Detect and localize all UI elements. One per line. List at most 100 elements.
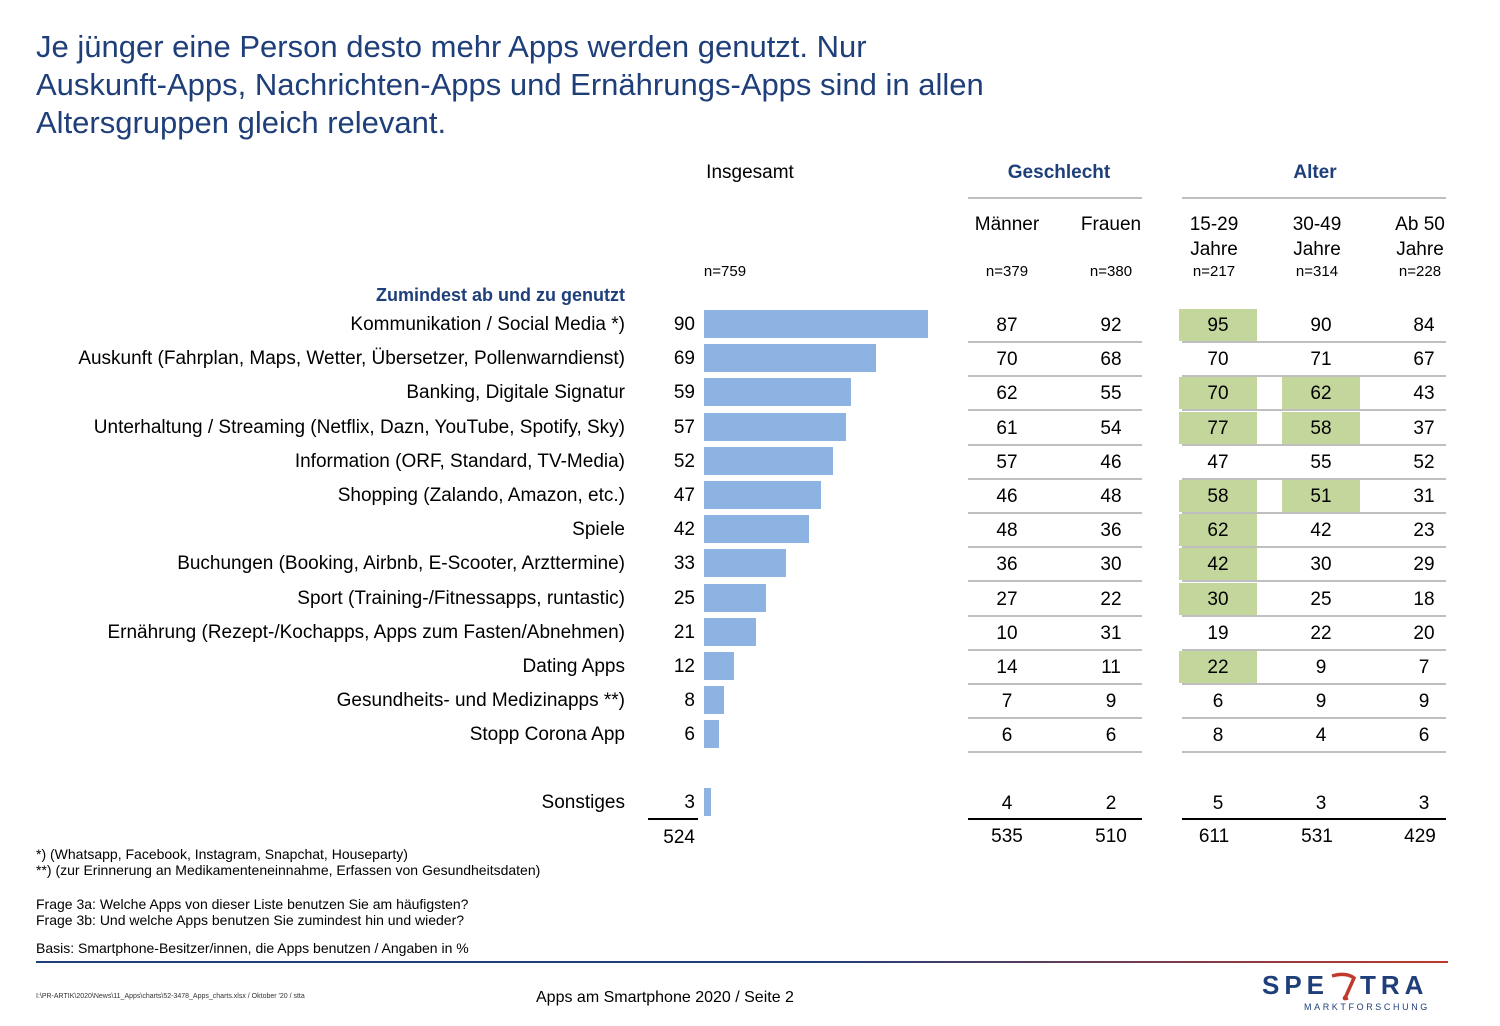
bar-value-label: 21 (673, 621, 695, 643)
cell-age-30-49: 51 (1282, 480, 1360, 512)
cell-women: 11 (1101, 657, 1121, 678)
bar (704, 686, 724, 715)
question-3a: Frage 3a: Welche Apps von dieser Liste b… (36, 896, 469, 912)
row-divider (1182, 648, 1446, 651)
cell-women: 6 (1105, 725, 1117, 747)
row-divider (968, 717, 1142, 720)
n-women: n=380 (1089, 263, 1133, 280)
cell-age-30-49: 62 (1282, 377, 1360, 410)
file-path: I:\PR-ARTIK\2020\News\11_Apps\charts\52-… (36, 993, 305, 1000)
header-women: Frauen (1080, 214, 1142, 235)
row-divider (968, 751, 1142, 754)
cell-age-15-29: 30 (1179, 582, 1257, 615)
cell-age-30-49: 42 (1310, 520, 1332, 542)
row-divider (1182, 717, 1446, 720)
row-divider (968, 580, 1142, 583)
cell-age-50plus: 84 (1413, 315, 1435, 336)
bar-value-label: 57 (673, 416, 695, 438)
cell-age-15-29: 70 (1207, 349, 1229, 371)
bar (704, 344, 876, 373)
cell-age-50plus: 18 (1413, 588, 1435, 610)
cell-men: 14 (996, 657, 1018, 678)
row-label: Buchungen (Booking, Airbnb, E-Scooter, A… (177, 553, 625, 575)
bar (704, 310, 929, 338)
total-women: 510 (1095, 826, 1127, 847)
cell-women: 2 (1105, 793, 1117, 814)
cell-age-50plus: 52 (1413, 451, 1435, 473)
row-label: Ernährung (Rezept-/Kochapps, Apps zum Fa… (107, 621, 625, 643)
bar (704, 652, 734, 680)
bar (704, 788, 712, 816)
bar-value-label: 33 (673, 553, 695, 575)
cell-age-15-29: 58 (1179, 480, 1257, 512)
totals-rule-gender (968, 818, 1142, 820)
bar-value-label: 69 (673, 348, 695, 370)
cell-age-50plus: 29 (1413, 554, 1435, 576)
cell-women: 36 (1100, 520, 1122, 542)
cell-age-15-29: 19 (1207, 622, 1229, 644)
cell-men: 10 (996, 622, 1018, 644)
bar-value-label: 52 (673, 450, 695, 472)
cell-age-30-49: 55 (1310, 451, 1332, 473)
cell-age-15-29: 47 (1207, 451, 1229, 473)
cell-women: 9 (1105, 691, 1117, 713)
header-gender-rule (968, 197, 1142, 199)
row-divider (1182, 751, 1446, 754)
total-age-30-49: 531 (1301, 826, 1333, 847)
bar-value-label: 8 (684, 690, 695, 712)
cell-men: 4 (1001, 793, 1013, 814)
row-label: Gesundheits- und Medizinapps **) (336, 690, 625, 712)
spectra-logo-graphic: SPE TRA MARKTFORSCHUNG (1262, 970, 1427, 1012)
cell-age-50plus: 31 (1413, 486, 1435, 507)
bar (704, 617, 757, 646)
cell-women: 46 (1100, 451, 1122, 473)
bar (704, 549, 787, 578)
row-label: Shopping (Zalando, Amazon, etc.) (337, 485, 625, 506)
cell-age-50plus: 7 (1418, 657, 1430, 678)
cell-men: 87 (996, 315, 1018, 336)
spectra-logo: SPE TRA MARKTFORSCHUNG (1262, 966, 1452, 1016)
cell-age-30-49: 90 (1310, 315, 1332, 336)
cell-age-50plus: 9 (1418, 691, 1430, 713)
cell-men: 6 (1001, 725, 1013, 747)
row-divider (968, 614, 1142, 617)
cell-age-30-49: 71 (1310, 349, 1332, 371)
header-gender: Geschlecht (1007, 162, 1111, 183)
row-label: Kommunikation / Social Media *) (350, 314, 625, 335)
cell-age-50plus: 6 (1418, 725, 1430, 747)
row-label: Dating Apps (522, 656, 625, 677)
bar (704, 583, 767, 612)
cell-men: 36 (996, 554, 1018, 576)
totals-rule-age (1182, 818, 1446, 820)
cell-men: 70 (996, 349, 1018, 371)
cell-men: 57 (996, 451, 1018, 473)
cell-age-50plus: 37 (1413, 417, 1435, 439)
header-age-50plus: Ab 50 Jahre (1395, 214, 1445, 260)
row-label: Spiele (572, 519, 625, 541)
question-3b: Frage 3b: Und welche Apps benutzen Sie z… (36, 912, 465, 928)
bar-value-label: 59 (673, 382, 695, 404)
footnote-2: **) (zur Erinnerung an Medikamenteneinna… (36, 862, 541, 878)
row-divider (968, 341, 1142, 343)
cell-women: 22 (1100, 588, 1122, 610)
row-divider (968, 477, 1142, 480)
cell-age-30-49: 58 (1282, 411, 1360, 444)
row-divider (968, 683, 1142, 685)
cell-women: 30 (1100, 554, 1122, 576)
cell-men: 27 (996, 588, 1018, 610)
cell-men: 62 (996, 383, 1018, 405)
header-age-rule (1182, 197, 1446, 199)
row-divider (968, 443, 1142, 446)
row-divider (1182, 580, 1446, 583)
section-label: Zumindest ab und zu genutzt (376, 285, 625, 305)
n-men: n=379 (985, 263, 1029, 280)
cell-age-30-49: 4 (1315, 725, 1327, 747)
cell-age-15-29: 77 (1179, 411, 1257, 444)
cell-women: 68 (1100, 349, 1122, 371)
row-divider (1182, 341, 1446, 343)
cell-age-15-29: 95 (1179, 309, 1257, 341)
footnote-1: *) (Whatsapp, Facebook, Instagram, Snapc… (36, 846, 408, 862)
row-divider (968, 375, 1142, 378)
row-label: Auskunft (Fahrplan, Maps, Wetter, Überse… (78, 348, 625, 370)
bar (704, 446, 834, 475)
